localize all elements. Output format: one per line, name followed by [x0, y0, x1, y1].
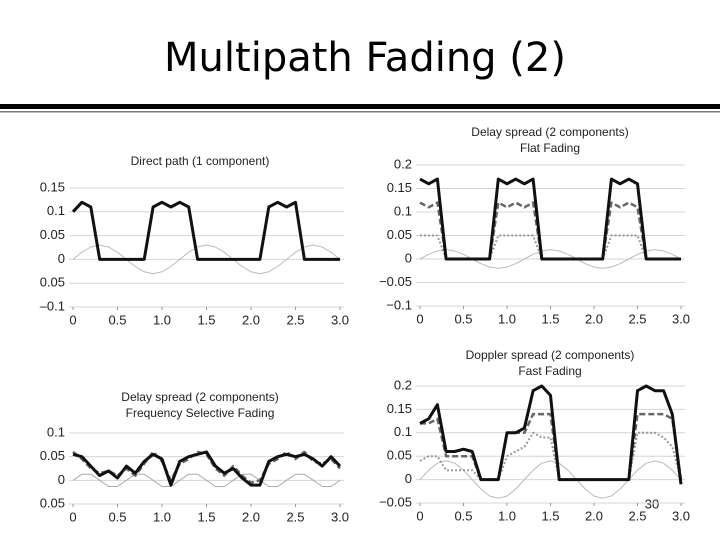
y-tick-label: 0.05: [387, 448, 412, 463]
y-tick-label: 0.15: [387, 401, 412, 416]
x-tick-label: 1.0: [153, 312, 171, 327]
series-line: [420, 412, 683, 481]
x-tick-label: 2.0: [242, 509, 260, 524]
chart-subtitle: Fast Fading: [518, 364, 581, 378]
series-line: [72, 473, 341, 487]
y-tick-label: 0.15: [40, 179, 65, 194]
chart-title: Direct path (1 component): [131, 154, 270, 168]
series-line: [72, 244, 341, 275]
series-line: [419, 384, 683, 485]
x-tick-label: 0.5: [108, 312, 126, 327]
y-tick-label: 0.1: [394, 424, 412, 439]
y-tick-label: 0.05: [40, 275, 65, 290]
y-tick-label: 0: [58, 472, 65, 487]
x-tick-label: 1.5: [197, 509, 215, 524]
chart-subtitle: Frequency Selective Fading: [126, 406, 275, 420]
x-tick-label: 2.0: [585, 311, 603, 326]
x-tick-label: 1.0: [498, 311, 516, 326]
x-tick-label: 0: [69, 312, 76, 327]
chart-title: Doppler spread (2 components): [466, 348, 635, 362]
x-tick-label: 0: [416, 311, 423, 326]
x-tick-label: 2.0: [242, 312, 260, 327]
y-tick-label: 0.05: [40, 448, 65, 463]
title-rule-thin: [0, 111, 720, 113]
x-tick-label: 0.5: [454, 311, 472, 326]
y-tick-label: 0.1: [47, 203, 65, 218]
series-line: [419, 177, 681, 261]
y-tick-label: 0: [405, 250, 412, 265]
y-tick-label: 0.05: [40, 495, 65, 510]
slide-title: Multipath Fading (2): [164, 35, 566, 81]
y-tick-label: −0.1: [386, 297, 412, 312]
title-rule: [0, 104, 720, 109]
x-tick-label: 2.5: [628, 311, 646, 326]
x-tick-label: 0: [416, 508, 423, 523]
x-tick-label: 3.0: [672, 508, 690, 523]
x-tick-label: 2.5: [286, 312, 304, 327]
x-tick-label: 1.5: [541, 508, 559, 523]
x-tick-label: 0.5: [454, 508, 472, 523]
series-line: [72, 450, 342, 487]
chart-title: Delay spread (2 components): [471, 125, 628, 139]
series-line: [419, 249, 682, 269]
x-tick-label: 2.5: [286, 509, 304, 524]
x-tick-label: 0: [69, 509, 76, 524]
y-tick-label: 0.2: [394, 156, 412, 171]
x-tick-label: 1.0: [498, 508, 516, 523]
chart-title: Delay spread (2 components): [121, 390, 278, 404]
y-tick-label: 0: [405, 471, 412, 486]
y-tick-label: –0.1: [40, 298, 65, 313]
y-tick-label: 0.2: [394, 377, 412, 392]
y-tick-label: 0.05: [40, 227, 65, 242]
y-tick-label: 0.15: [387, 180, 412, 195]
x-tick-label: 2.5: [628, 508, 646, 523]
x-tick-label: 3.0: [672, 311, 690, 326]
x-tick-label: 1.0: [153, 509, 171, 524]
page-number: 30: [645, 496, 659, 511]
x-tick-label: 2.0: [585, 508, 603, 523]
x-tick-label: 0.5: [108, 509, 126, 524]
y-tick-label: −0.05: [379, 274, 412, 289]
x-tick-label: 3.0: [331, 509, 349, 524]
series-line: [419, 431, 682, 481]
chart-subtitle: Flat Fading: [520, 141, 580, 155]
y-tick-label: 0.1: [47, 424, 65, 439]
y-tick-label: 0.05: [387, 227, 412, 242]
series-line: [71, 200, 340, 261]
x-tick-label: 1.5: [197, 312, 215, 327]
x-tick-label: 1.5: [541, 311, 559, 326]
y-tick-label: 0: [58, 251, 65, 266]
y-tick-label: −0.05: [379, 494, 412, 509]
y-tick-label: 0.1: [394, 203, 412, 218]
x-tick-label: 3.0: [331, 312, 349, 327]
